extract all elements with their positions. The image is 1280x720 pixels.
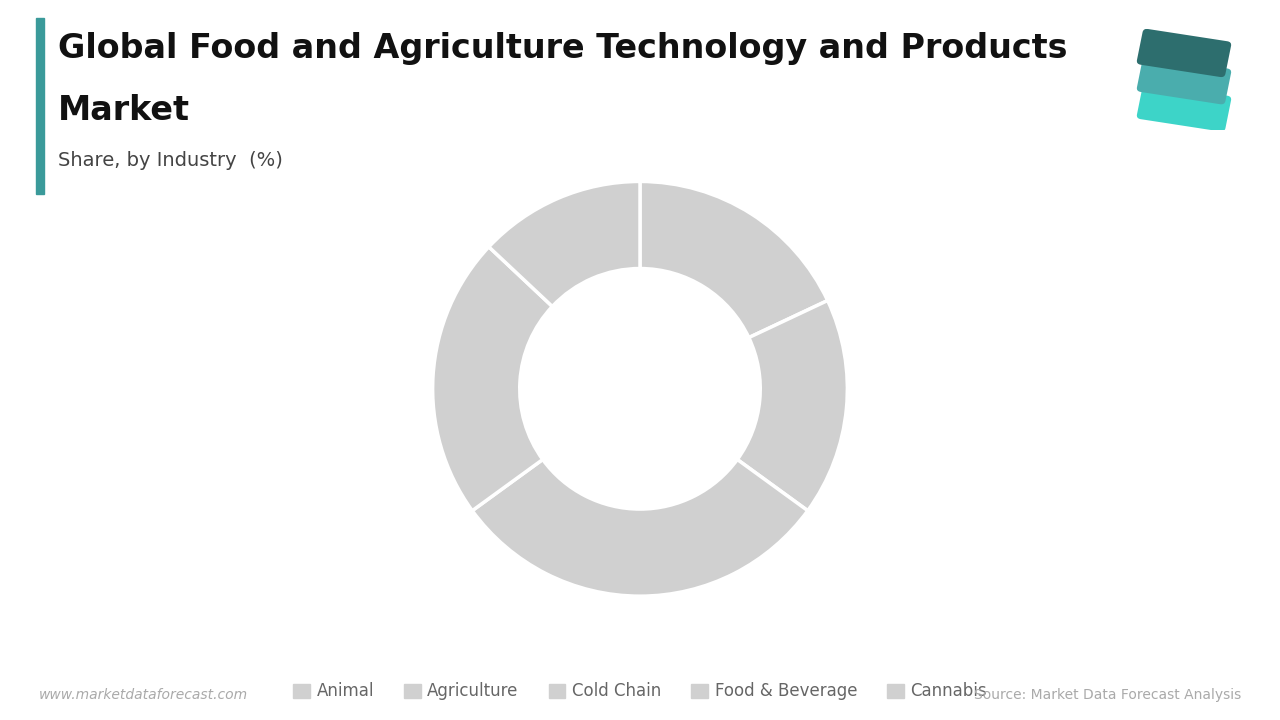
Text: Source: Market Data Forecast Analysis: Source: Market Data Forecast Analysis xyxy=(974,688,1242,702)
FancyBboxPatch shape xyxy=(1137,56,1231,104)
Text: Share, by Industry  (%): Share, by Industry (%) xyxy=(58,151,283,170)
Text: Market: Market xyxy=(58,94,189,127)
Text: www.marketdataforecast.com: www.marketdataforecast.com xyxy=(38,688,247,702)
Text: Global Food and Agriculture Technology and Products: Global Food and Agriculture Technology a… xyxy=(58,32,1068,66)
Wedge shape xyxy=(737,300,847,510)
Wedge shape xyxy=(489,181,640,307)
Wedge shape xyxy=(433,247,553,510)
Legend: Animal, Agriculture, Cold Chain, Food & Beverage, Cannabis: Animal, Agriculture, Cold Chain, Food & … xyxy=(287,676,993,707)
FancyBboxPatch shape xyxy=(1137,29,1231,77)
Wedge shape xyxy=(472,459,808,596)
Wedge shape xyxy=(640,181,828,338)
FancyBboxPatch shape xyxy=(1137,84,1231,132)
